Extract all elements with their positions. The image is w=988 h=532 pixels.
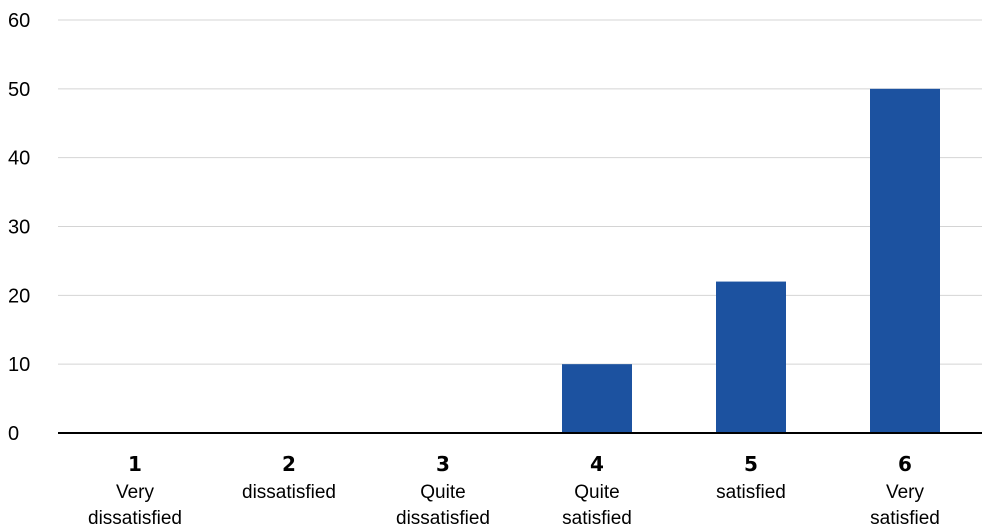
y-tick-label: 0 (8, 423, 19, 445)
x-category-label: dissatisfied (396, 508, 490, 529)
x-category-label: satisfied (870, 508, 940, 529)
x-category-number: 2 (282, 452, 296, 476)
bar (562, 364, 632, 433)
x-category-label: Very (886, 482, 925, 503)
x-category-label: dissatisfied (242, 482, 336, 503)
x-category-label: satisfied (562, 508, 632, 529)
x-category-number: 4 (590, 452, 604, 476)
y-tick-label: 40 (8, 148, 30, 170)
y-tick-label: 60 (8, 10, 30, 32)
bar (870, 88, 940, 433)
x-category-label: satisfied (716, 482, 786, 503)
x-category-label: Quite (420, 482, 465, 503)
x-category-number: 5 (744, 452, 758, 476)
x-axis-category-labels: 1 Very dissatisfied 2 dissatisfied 3 Quite diss… (88, 452, 940, 529)
x-category-label: Very (116, 482, 155, 503)
x-category-label: dissatisfied (88, 508, 182, 529)
y-axis-tick-labels: 0 10 20 30 40 50 60 (8, 10, 30, 445)
y-tick-label: 10 (8, 354, 30, 376)
x-category-number: 1 (128, 452, 142, 476)
y-tick-label: 30 (8, 217, 30, 239)
x-category-number: 3 (436, 452, 450, 476)
bars (562, 88, 940, 433)
y-tick-label: 20 (8, 285, 30, 307)
x-category-number: 6 (898, 452, 912, 476)
x-category-label: Quite (574, 482, 619, 503)
y-tick-label: 50 (8, 79, 30, 101)
gridlines (58, 19, 982, 365)
bar (716, 281, 786, 433)
